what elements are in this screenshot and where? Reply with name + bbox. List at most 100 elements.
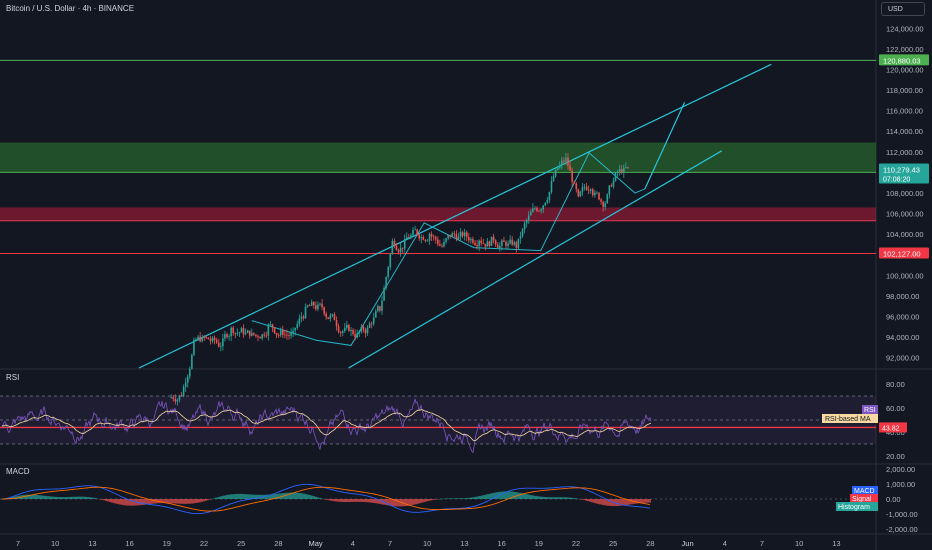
last-price-label-bg xyxy=(879,163,929,184)
histogram-bar xyxy=(161,499,163,504)
histogram-bar xyxy=(493,492,495,499)
time-tick-label: 16 xyxy=(125,539,133,548)
histogram-bar xyxy=(69,496,71,499)
candle-body xyxy=(315,305,317,310)
candle-body xyxy=(284,334,286,336)
candle-body xyxy=(565,157,567,162)
histogram-bar xyxy=(515,492,517,499)
histogram-bar xyxy=(475,496,477,499)
histogram-bar xyxy=(371,499,373,503)
candle-body xyxy=(441,245,443,247)
candle-body xyxy=(215,339,218,343)
candle-body xyxy=(364,329,367,334)
histogram-bar xyxy=(555,497,557,499)
support-price-label-bg xyxy=(879,247,929,259)
candle-body xyxy=(587,189,590,191)
time-tick-label: 13 xyxy=(832,539,840,548)
histogram-bar xyxy=(445,498,447,499)
histogram-bar xyxy=(299,492,301,499)
candle-body xyxy=(468,237,470,241)
candles-group xyxy=(170,153,629,406)
histogram-bar xyxy=(41,495,43,499)
candle-body xyxy=(372,317,375,324)
macd-legend-bg xyxy=(852,486,878,495)
histogram-bar xyxy=(369,499,371,503)
candle-body xyxy=(383,287,385,301)
histogram-bar xyxy=(103,499,105,501)
candle-body xyxy=(532,208,534,213)
candle-body xyxy=(348,325,350,332)
candle-body xyxy=(257,336,259,338)
histogram-bar xyxy=(319,497,321,499)
candle-body xyxy=(513,242,516,245)
histogram-bar xyxy=(285,492,287,499)
candle-body xyxy=(275,332,278,336)
candle-body xyxy=(534,208,536,209)
candle-body xyxy=(546,199,549,203)
histogram-bar xyxy=(457,498,459,499)
time-tick-label: 25 xyxy=(237,539,245,548)
histogram-bar xyxy=(365,499,367,503)
time-tick-label: 28 xyxy=(274,539,282,548)
candle-body xyxy=(408,237,410,238)
histogram-bar xyxy=(397,499,399,507)
histogram-bar xyxy=(201,499,203,502)
candle-body xyxy=(189,368,191,377)
histogram-bar xyxy=(347,499,349,503)
candle-body xyxy=(346,325,348,328)
histogram-bar xyxy=(563,497,565,499)
candle-body xyxy=(480,240,482,244)
histogram-bar xyxy=(77,496,79,499)
histogram-bar xyxy=(585,499,587,501)
histogram-bar xyxy=(363,499,365,502)
candle-body xyxy=(387,267,389,277)
candle-body xyxy=(505,241,507,246)
candle-body xyxy=(393,240,396,246)
candle-body xyxy=(614,172,617,181)
candle-body xyxy=(604,203,606,207)
candle-body xyxy=(536,208,538,211)
histogram-bar xyxy=(117,499,119,505)
candle-body xyxy=(296,324,299,328)
histogram-bar xyxy=(463,498,465,499)
rsi-legend-bg xyxy=(862,405,878,414)
histogram-bar xyxy=(225,495,227,499)
histogram-bar xyxy=(433,499,435,500)
histogram-bar xyxy=(619,499,621,506)
candle-body xyxy=(465,232,468,238)
candle-body xyxy=(406,237,408,239)
histogram-bar xyxy=(387,499,389,506)
histogram-bar xyxy=(331,499,333,501)
candle-body xyxy=(282,330,284,335)
histogram-bar xyxy=(339,499,341,502)
candle-body xyxy=(389,254,392,268)
histogram-bar xyxy=(207,499,209,501)
price-tick-label: 116,000.00 xyxy=(886,107,923,116)
histogram-bar xyxy=(313,496,315,499)
currency-selector[interactable]: USD xyxy=(881,2,925,16)
histogram-bar xyxy=(355,499,357,502)
histogram-bar xyxy=(151,499,153,504)
candle-body xyxy=(401,247,404,249)
time-tick-label: 13 xyxy=(460,539,468,548)
histogram-bar xyxy=(63,497,65,499)
histogram-bar xyxy=(617,499,619,506)
histogram-bar xyxy=(631,499,633,505)
rsi-ma-legend: RSI-based MA xyxy=(825,416,871,423)
histogram-bar xyxy=(213,498,215,499)
candle-body xyxy=(494,240,497,245)
candle-body xyxy=(538,210,540,212)
time-tick-label: May xyxy=(309,539,323,548)
histogram-bar xyxy=(405,499,407,507)
histogram-bar xyxy=(547,497,549,499)
histogram-bar xyxy=(399,499,401,507)
candle-body xyxy=(542,205,544,210)
candle-body xyxy=(554,169,557,177)
histogram-bar xyxy=(385,499,387,506)
histogram-bar xyxy=(229,494,231,499)
candle-body xyxy=(213,337,216,340)
candle-body xyxy=(259,337,261,339)
histogram-bar xyxy=(309,495,311,499)
macd-line xyxy=(1,483,651,515)
